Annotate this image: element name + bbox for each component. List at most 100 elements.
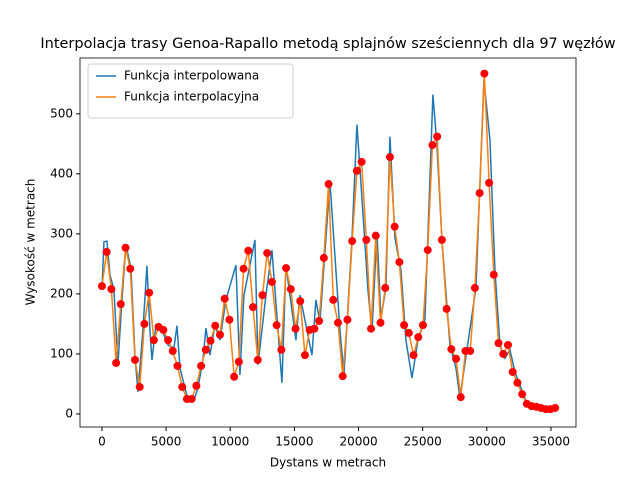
node-marker — [499, 349, 508, 358]
node-marker — [362, 235, 371, 244]
legend-label: Funkcja interpolacyjna — [124, 90, 259, 104]
node-marker — [470, 283, 479, 292]
node-marker — [466, 346, 475, 355]
node-marker — [352, 166, 361, 175]
node-marker — [343, 315, 352, 324]
node-marker — [220, 294, 229, 303]
node-marker — [258, 291, 267, 300]
node-marker — [192, 381, 201, 390]
y-tick-label: 100 — [50, 346, 73, 360]
node-marker — [489, 270, 498, 279]
node-marker — [371, 231, 380, 240]
node-marker — [357, 157, 366, 166]
node-marker — [447, 345, 456, 354]
node-marker — [324, 180, 333, 189]
node-marker — [230, 372, 239, 381]
node-marker — [178, 382, 187, 391]
node-marker — [234, 357, 243, 366]
node-marker — [475, 189, 484, 198]
plot-frame — [79, 57, 577, 428]
node-marker — [277, 345, 286, 354]
node-marker — [164, 336, 173, 345]
node-marker — [390, 222, 399, 231]
node-marker — [338, 372, 347, 381]
node-marker — [225, 315, 234, 324]
node-marker — [334, 318, 343, 327]
node-marker — [282, 264, 291, 273]
node-marker — [385, 153, 394, 162]
node-marker — [404, 328, 413, 337]
x-tick-label: 10000 — [211, 435, 249, 449]
node-marker — [433, 132, 442, 141]
node-marker — [140, 319, 149, 328]
node-marker — [116, 300, 125, 309]
node-marker — [400, 321, 409, 330]
y-tick-label: 500 — [50, 106, 73, 120]
x-tick-label: 25000 — [404, 435, 442, 449]
node-marker — [329, 295, 338, 304]
x-tick-label: 30000 — [468, 435, 506, 449]
node-marker — [135, 382, 144, 391]
node-marker — [315, 316, 324, 325]
node-marker — [428, 141, 437, 150]
node-marker — [187, 394, 196, 403]
node-marker — [381, 283, 390, 292]
node-marker — [291, 324, 300, 333]
node-marker — [149, 336, 158, 345]
node-marker — [513, 378, 522, 387]
node-marker — [244, 246, 253, 255]
node-marker — [452, 354, 461, 363]
x-tick-label: 5000 — [151, 435, 182, 449]
node-marker — [423, 246, 432, 255]
node-marker — [253, 355, 262, 364]
node-marker — [437, 235, 446, 244]
node-marker — [249, 303, 258, 312]
node-marker — [211, 321, 220, 330]
x-tick-label: 0 — [98, 435, 106, 449]
node-marker — [310, 324, 319, 333]
node-marker — [201, 345, 210, 354]
node-marker — [126, 264, 135, 273]
y-tick-label: 0 — [65, 406, 73, 420]
node-marker — [300, 351, 309, 360]
node-marker — [409, 351, 418, 360]
node-marker — [376, 318, 385, 327]
legend-label: Funkcja interpolowana — [124, 69, 259, 83]
y-tick-label: 400 — [50, 166, 73, 180]
y-tick-label: 200 — [50, 286, 73, 300]
node-marker — [145, 288, 154, 297]
node-marker — [215, 330, 224, 339]
node-marker — [485, 178, 494, 187]
node-marker — [168, 346, 177, 355]
node-marker — [130, 355, 139, 364]
node-marker — [508, 367, 517, 376]
x-tick-label: 20000 — [339, 435, 377, 449]
legend-box — [87, 63, 294, 119]
node-marker — [296, 297, 305, 306]
node-marker — [480, 69, 489, 78]
node-marker — [518, 390, 527, 399]
node-marker — [197, 361, 206, 370]
node-marker — [267, 277, 276, 286]
node-marker — [494, 339, 503, 348]
node-marker — [367, 324, 376, 333]
node-marker — [286, 285, 295, 294]
x-tick-label: 15000 — [275, 435, 313, 449]
node-marker — [551, 403, 560, 412]
node-marker — [107, 285, 116, 294]
node-marker — [442, 304, 451, 313]
node-marker — [121, 243, 130, 252]
node-marker — [97, 282, 106, 291]
node-marker — [102, 247, 111, 256]
x-axis-label: Dystans w metrach — [270, 456, 386, 470]
node-marker — [348, 237, 357, 246]
node-marker — [503, 340, 512, 349]
node-marker — [206, 336, 215, 345]
node-marker — [239, 264, 248, 273]
node-marker — [112, 358, 121, 367]
chart-title: Interpolacja trasy Genoa-Rapallo metodą … — [40, 36, 615, 52]
node-marker — [159, 325, 168, 334]
node-marker — [263, 249, 272, 258]
y-tick-label: 300 — [50, 226, 73, 240]
node-marker — [456, 393, 465, 402]
